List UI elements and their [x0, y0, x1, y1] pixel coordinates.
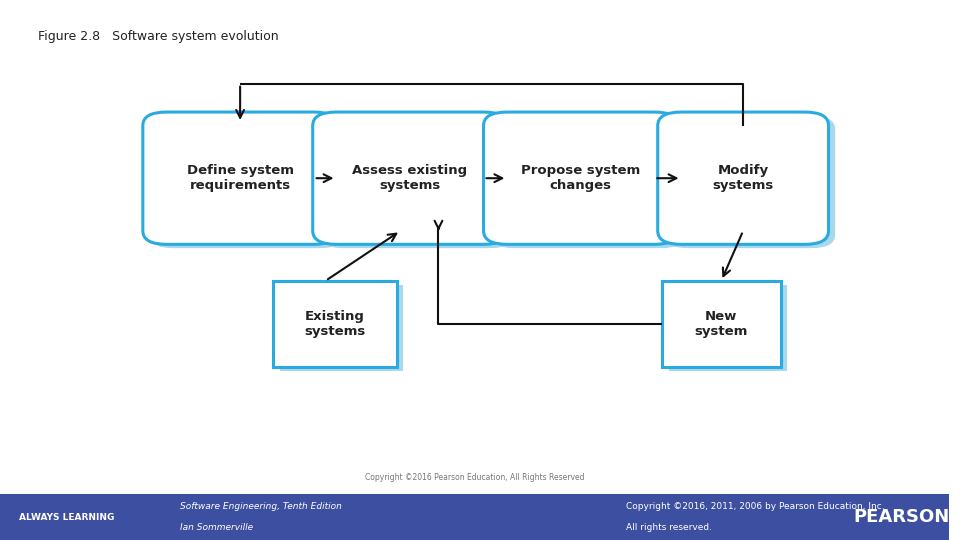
Text: ALWAYS LEARNING: ALWAYS LEARNING [19, 512, 114, 522]
FancyBboxPatch shape [280, 285, 403, 371]
FancyBboxPatch shape [491, 116, 684, 248]
FancyBboxPatch shape [313, 112, 507, 244]
FancyBboxPatch shape [320, 116, 514, 248]
Text: Ian Sommerville: Ian Sommerville [180, 523, 253, 532]
Text: PEARSON: PEARSON [853, 508, 949, 526]
FancyBboxPatch shape [658, 112, 828, 244]
Text: Assess existing
systems: Assess existing systems [352, 164, 468, 192]
FancyBboxPatch shape [662, 281, 780, 367]
Text: New
system: New system [695, 310, 748, 338]
Text: Figure 2.8   Software system evolution: Figure 2.8 Software system evolution [38, 30, 278, 43]
Text: Define system
requirements: Define system requirements [186, 164, 294, 192]
FancyBboxPatch shape [664, 116, 835, 248]
FancyBboxPatch shape [150, 116, 344, 248]
FancyBboxPatch shape [484, 112, 678, 244]
FancyBboxPatch shape [668, 285, 787, 371]
FancyBboxPatch shape [143, 112, 337, 244]
Text: All rights reserved.: All rights reserved. [626, 523, 712, 532]
Bar [0, 494, 949, 540]
Text: Copyright ©2016, 2011, 2006 by Pearson Education, Inc.: Copyright ©2016, 2011, 2006 by Pearson E… [626, 502, 885, 511]
Text: Existing
systems: Existing systems [304, 310, 366, 338]
Text: Propose system
changes: Propose system changes [521, 164, 640, 192]
Text: Modify
systems: Modify systems [712, 164, 774, 192]
Text: Copyright ©2016 Pearson Education, All Rights Reserved: Copyright ©2016 Pearson Education, All R… [365, 474, 585, 482]
FancyBboxPatch shape [274, 281, 396, 367]
Text: Software Engineering, Tenth Edition: Software Engineering, Tenth Edition [180, 502, 342, 511]
